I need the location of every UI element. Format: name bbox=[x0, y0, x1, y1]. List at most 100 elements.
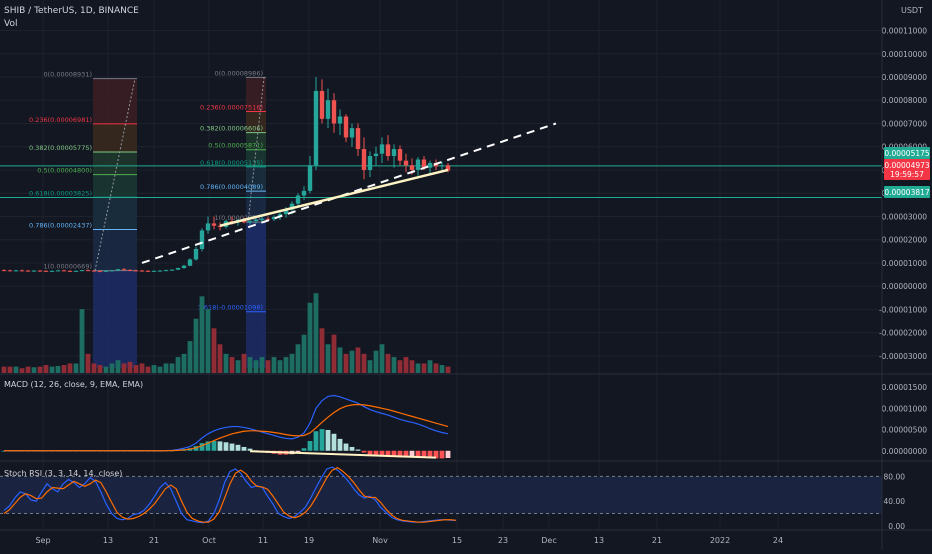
stoch-axis-tick: 0.00 bbox=[888, 522, 905, 531]
candle-body bbox=[55, 270, 61, 272]
fib-level-label: 0.236(0.00006981) bbox=[29, 116, 92, 124]
volume-bar bbox=[7, 366, 13, 373]
price-axis-tick: -0.00003000 bbox=[879, 352, 927, 361]
volume-bar bbox=[187, 341, 193, 373]
candlesticks bbox=[1, 76, 451, 273]
volume-bar bbox=[379, 344, 385, 373]
volume-bar bbox=[121, 363, 127, 373]
volume-bar bbox=[361, 353, 367, 373]
macd-histogram-bar bbox=[247, 448, 253, 451]
fib-zone-1-4 bbox=[246, 166, 266, 192]
volume-bar bbox=[343, 353, 349, 373]
macd-histogram-bar bbox=[301, 448, 307, 451]
volume-bar bbox=[109, 363, 115, 373]
macd-label[interactable]: MACD (12, 26, close, 9, EMA, EMA) bbox=[4, 380, 143, 389]
volume-bar bbox=[259, 357, 265, 373]
candle-body bbox=[37, 270, 43, 272]
time-axis[interactable]: Sep 13 21 Oct 11 19 Nov 15 23 Dec 13 21 2022 24 bbox=[35, 536, 783, 545]
candle-body bbox=[73, 270, 79, 272]
candle-body bbox=[115, 269, 121, 271]
fib-diagonal-1 bbox=[247, 77, 265, 223]
quote-currency-label[interactable]: USDT bbox=[901, 6, 923, 15]
candle-body bbox=[313, 90, 319, 166]
candle-body bbox=[379, 144, 385, 154]
volume-bar bbox=[391, 357, 397, 373]
candle-body bbox=[43, 270, 49, 272]
volume-bar bbox=[193, 318, 199, 373]
volume-indicator-label[interactable]: Vol bbox=[4, 19, 17, 29]
fib-zone-0-5 bbox=[93, 229, 137, 271]
macd-histogram-bar bbox=[421, 450, 427, 458]
macd-histogram-bar bbox=[235, 444, 241, 451]
volume-bar bbox=[133, 365, 139, 373]
macd-histogram-bar bbox=[205, 441, 211, 451]
price-badge-text: 0.00003817 bbox=[884, 188, 930, 197]
stoch-series-k bbox=[3, 466, 456, 524]
stoch-rsi-label[interactable]: Stoch RSI (3, 3, 14, 14, close) bbox=[4, 469, 122, 478]
candle-body bbox=[85, 270, 91, 272]
volume-bar bbox=[241, 353, 247, 373]
volume-bar bbox=[73, 363, 79, 373]
candle-body bbox=[199, 230, 205, 249]
fib-zone-0-1 bbox=[93, 123, 137, 152]
volume-bar bbox=[163, 363, 169, 373]
candle-body bbox=[109, 270, 115, 272]
trendlines[interactable] bbox=[141, 122, 557, 264]
volume-bar bbox=[307, 302, 313, 373]
volume-bar bbox=[409, 360, 415, 373]
candle-body bbox=[181, 265, 187, 269]
fib-level-label: 0.786(0.00002437) bbox=[29, 222, 92, 230]
macd-histogram-bar bbox=[391, 450, 397, 457]
volume-bar bbox=[49, 366, 55, 373]
fib-retracement-tools[interactable]: 0(0.00008931) 0.236(0.00006981) 0.382(0.00… bbox=[29, 69, 266, 368]
price-badge-text: 0.00004973 bbox=[884, 161, 930, 170]
grid-lines bbox=[0, 0, 882, 530]
price-axis-tick: 0.00003000 bbox=[882, 212, 928, 221]
volume-bar bbox=[61, 365, 67, 373]
fib-zone-1-2 bbox=[246, 132, 266, 150]
fib-level-label: 1.618(-0.00001098) bbox=[198, 304, 263, 312]
volume-bar bbox=[433, 363, 439, 373]
price-axis-tick: 0.00010000 bbox=[882, 50, 928, 59]
candle-body bbox=[385, 144, 391, 157]
volume-bar bbox=[211, 328, 217, 373]
volume-bar bbox=[31, 367, 37, 373]
fib-zone-1-3 bbox=[246, 149, 266, 167]
candle-body bbox=[271, 216, 277, 220]
macd-histogram-bar bbox=[409, 450, 415, 457]
volume-bar bbox=[103, 366, 109, 373]
candle-body bbox=[79, 270, 85, 272]
candle-body bbox=[265, 218, 271, 220]
volume-bar bbox=[199, 296, 205, 373]
macd-histogram-bar bbox=[307, 441, 313, 451]
macd-histogram-bar bbox=[337, 438, 343, 451]
macd-histogram-bar bbox=[349, 446, 355, 451]
candle-body bbox=[163, 270, 169, 272]
volume-bar bbox=[55, 365, 61, 373]
macd-histogram-bar bbox=[241, 446, 247, 451]
price-trendline-0 bbox=[141, 122, 557, 264]
candle-body bbox=[367, 156, 373, 170]
candle-body bbox=[301, 190, 307, 196]
fib-extension-zone-1 bbox=[246, 222, 266, 368]
candle-body bbox=[283, 209, 289, 215]
macd-histogram-bar bbox=[367, 450, 373, 455]
fib-diagonal-0 bbox=[94, 78, 136, 271]
candle-body bbox=[169, 269, 175, 271]
candle-body bbox=[157, 270, 163, 272]
volume-bar bbox=[25, 366, 31, 373]
volume-bar bbox=[205, 309, 211, 373]
fib-level-label: 0(0.00008986) bbox=[215, 69, 264, 77]
volume-bar bbox=[43, 365, 49, 373]
candle-body bbox=[295, 195, 301, 204]
candle-body bbox=[319, 90, 325, 119]
symbol-title[interactable]: SHIB / TetherUS, 1D, BINANCE bbox=[4, 6, 139, 16]
candle-body bbox=[445, 165, 451, 171]
candle-body bbox=[259, 218, 265, 220]
volume-bar bbox=[217, 344, 223, 373]
macd-histogram-bar bbox=[355, 449, 361, 451]
price-axis-tick: -0.00002000 bbox=[879, 329, 927, 338]
